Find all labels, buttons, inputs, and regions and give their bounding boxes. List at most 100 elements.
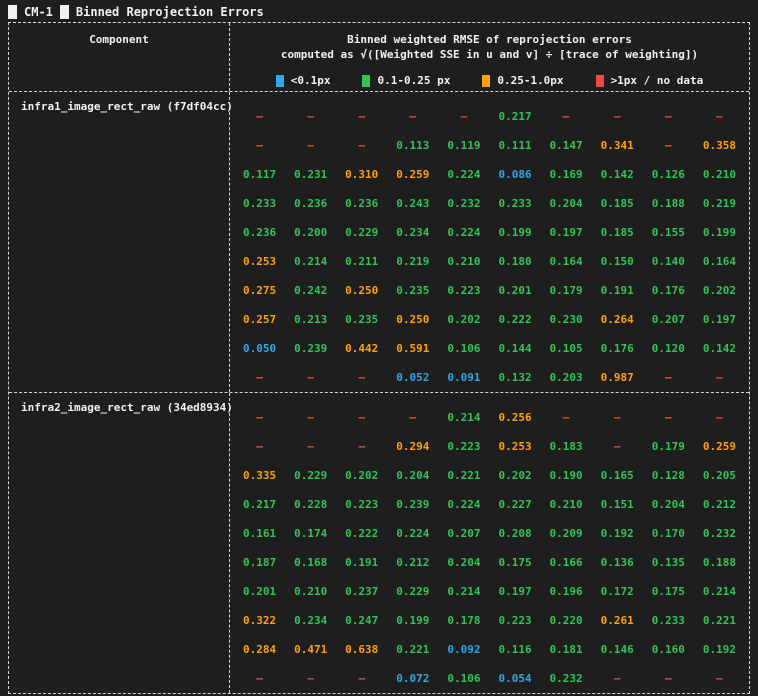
grid-cell: 0.257	[234, 313, 285, 326]
block-icon	[60, 5, 69, 19]
grid-cell: 0.224	[438, 498, 489, 511]
grid-cell: 0.335	[234, 469, 285, 482]
grid-cell: 0.172	[592, 585, 643, 598]
grid-cell: 0.224	[438, 168, 489, 181]
rmse-header-line1: Binned weighted RMSE of reprojection err…	[230, 32, 749, 47]
grid-row: 0.2530.2140.2110.2190.2100.1800.1640.150…	[234, 247, 745, 276]
page-title: Binned Reprojection Errors	[76, 5, 264, 19]
grid-cell: –	[643, 672, 694, 685]
grid-row: 0.2010.2100.2370.2290.2140.1970.1960.172…	[234, 577, 745, 606]
grid-cell: 0.253	[489, 440, 540, 453]
grid-cell: 0.310	[336, 168, 387, 181]
component-row-infra1: infra1_image_rect_raw (f7df04cc) –––––0.…	[9, 92, 749, 392]
grid-cell: 0.229	[336, 226, 387, 239]
grid-cell: –	[285, 110, 336, 123]
grid-cell: 0.185	[592, 226, 643, 239]
component-name: infra1_image_rect_raw (f7df04cc)	[9, 92, 229, 113]
grid-cell: –	[285, 139, 336, 152]
grid-cell: 0.176	[592, 342, 643, 355]
grid-row: 0.3350.2290.2020.2040.2210.2020.1900.165…	[234, 461, 745, 490]
grid-cell: 0.205	[694, 469, 745, 482]
grid-cell: 0.147	[541, 139, 592, 152]
grid-cell: 0.223	[438, 284, 489, 297]
grid-cell: 0.050	[234, 342, 285, 355]
grid-cell: 0.092	[438, 643, 489, 656]
grid-cell: 0.253	[234, 255, 285, 268]
grid-cell: –	[336, 672, 387, 685]
grid-cell: 0.091	[438, 371, 489, 384]
reprojection-errors-table: Component Binned weighted RMSE of reproj…	[8, 22, 750, 694]
grid-cell: 0.591	[387, 342, 438, 355]
grid-cell: 0.237	[336, 585, 387, 598]
grid-cell: 0.209	[541, 527, 592, 540]
grid-cell: 0.188	[643, 197, 694, 210]
grid-row: 0.2840.4710.6380.2210.0920.1160.1810.146…	[234, 635, 745, 664]
rmse-header-line2: computed as √([Weighted SSE in u and v] …	[230, 47, 749, 62]
legend-label: >1px / no data	[611, 74, 704, 87]
grid-cell: 0.221	[694, 614, 745, 627]
binned-rmse-grid-infra2: ––––0.2140.256–––––––0.2940.2230.2530.18…	[230, 393, 749, 693]
grid-cell: 0.294	[387, 440, 438, 453]
grid-cell: 0.256	[489, 411, 540, 424]
grid-cell: 0.235	[387, 284, 438, 297]
legend-label: 0.1-0.25 px	[377, 74, 450, 87]
grid-row: 0.3220.2340.2470.1990.1780.2230.2200.261…	[234, 606, 745, 635]
grid-row: 0.2570.2130.2350.2500.2020.2220.2300.264…	[234, 305, 745, 334]
grid-cell: 0.185	[592, 197, 643, 210]
grid-cell: 0.228	[285, 498, 336, 511]
color-legend: <0.1px 0.1-0.25 px 0.25-1.0px >1px / no …	[230, 74, 749, 87]
grid-cell: –	[541, 411, 592, 424]
grid-cell: 0.234	[285, 614, 336, 627]
grid-cell: 0.284	[234, 643, 285, 656]
legend-label: 0.25-1.0px	[497, 74, 563, 87]
grid-cell: 0.235	[336, 313, 387, 326]
grid-cell: 0.471	[285, 643, 336, 656]
grid-cell: –	[438, 110, 489, 123]
grid-cell: 0.220	[541, 614, 592, 627]
grid-cell: 0.105	[541, 342, 592, 355]
grid-cell: 0.207	[643, 313, 694, 326]
grid-cell: 0.239	[387, 498, 438, 511]
grid-cell: 0.175	[643, 585, 694, 598]
grid-cell: 0.201	[234, 585, 285, 598]
grid-cell: 0.236	[285, 197, 336, 210]
grid-cell: 0.210	[541, 498, 592, 511]
grid-cell: 0.243	[387, 197, 438, 210]
grid-cell: 0.224	[387, 527, 438, 540]
grid-cell: 0.227	[489, 498, 540, 511]
component-row-infra2: infra2_image_rect_raw (34ed8934) ––––0.2…	[9, 392, 749, 693]
grid-cell: –	[387, 110, 438, 123]
grid-cell: 0.187	[234, 556, 285, 569]
grid-cell: 0.236	[234, 226, 285, 239]
grid-cell: 0.179	[541, 284, 592, 297]
app-tag: CM-1	[24, 5, 53, 19]
grid-cell: 0.202	[438, 313, 489, 326]
table-header-row: Component Binned weighted RMSE of reproj…	[9, 23, 749, 92]
grid-cell: 0.202	[336, 469, 387, 482]
grid-cell: 0.132	[489, 371, 540, 384]
grid-cell: 0.192	[592, 527, 643, 540]
grid-cell: 0.180	[489, 255, 540, 268]
grid-cell: 0.221	[438, 469, 489, 482]
grid-cell: 0.170	[643, 527, 694, 540]
grid-cell: –	[285, 371, 336, 384]
grid-cell: 0.217	[234, 498, 285, 511]
grid-cell: 0.203	[541, 371, 592, 384]
grid-cell: 0.275	[234, 284, 285, 297]
title-bar: CM-1 Binned Reprojection Errors	[0, 0, 758, 22]
grid-cell: 0.164	[541, 255, 592, 268]
grid-cell: 0.160	[643, 643, 694, 656]
grid-cell: 0.236	[336, 197, 387, 210]
grid-cell: 0.202	[694, 284, 745, 297]
grid-cell: 0.116	[489, 643, 540, 656]
grid-cell: –	[285, 440, 336, 453]
component-name: infra2_image_rect_raw (34ed8934)	[9, 393, 229, 414]
grid-cell: 0.212	[694, 498, 745, 511]
grid-cell: 0.442	[336, 342, 387, 355]
grid-row: 0.2170.2280.2230.2390.2240.2270.2100.151…	[234, 490, 745, 519]
grid-cell: 0.181	[541, 643, 592, 656]
grid-cell: 0.140	[643, 255, 694, 268]
grid-cell: 0.191	[336, 556, 387, 569]
grid-cell: 0.190	[541, 469, 592, 482]
grid-cell: 0.223	[438, 440, 489, 453]
